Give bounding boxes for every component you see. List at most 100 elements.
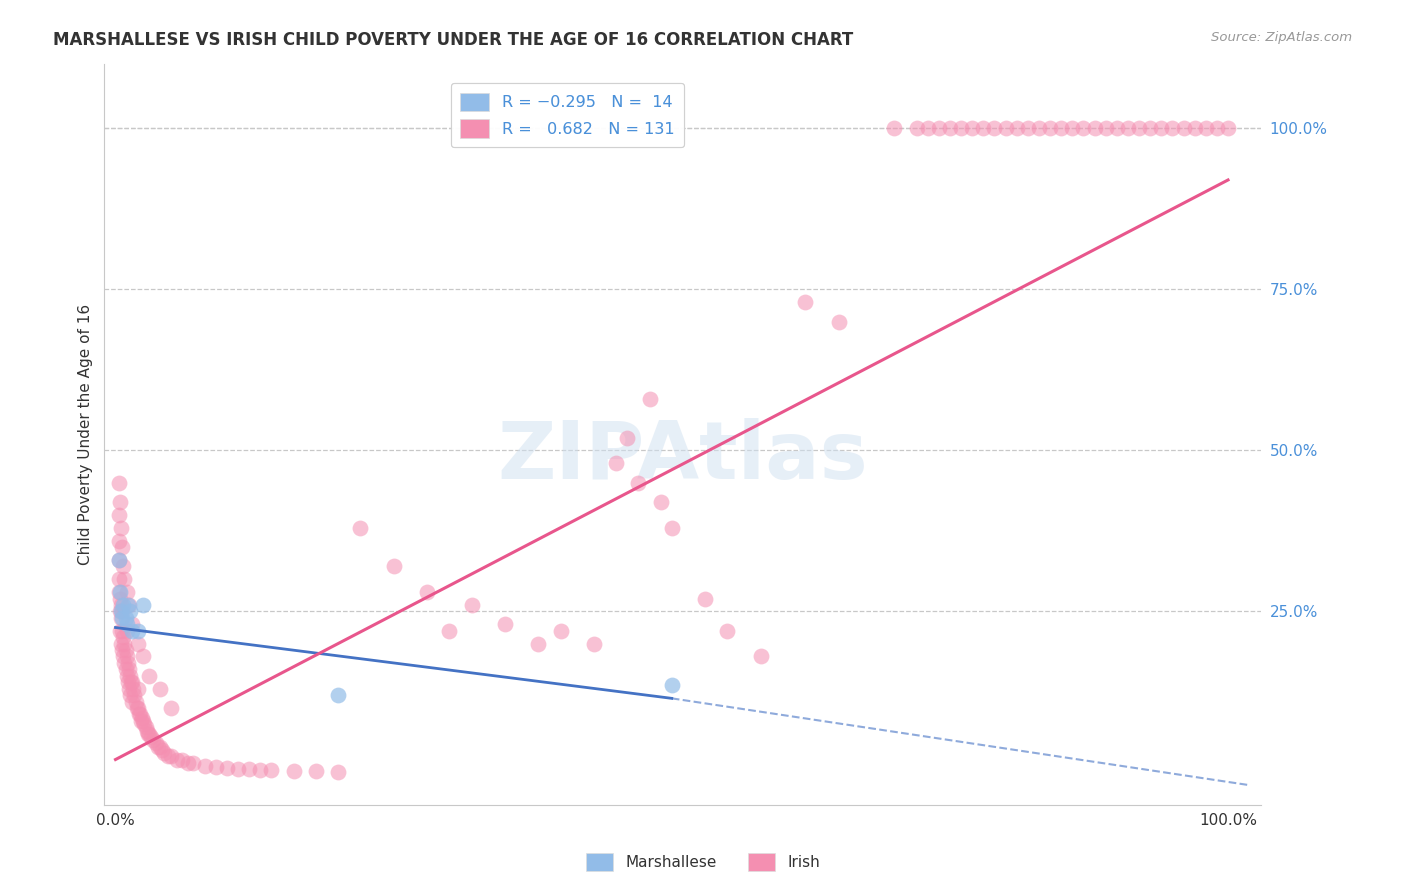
Text: Source: ZipAtlas.com: Source: ZipAtlas.com	[1212, 31, 1353, 45]
Point	[794, 295, 817, 310]
Point	[112, 630, 135, 644]
Point	[1128, 121, 1150, 136]
Point	[118, 688, 141, 702]
Point	[131, 711, 153, 725]
Point	[183, 756, 205, 770]
Point	[638, 392, 661, 406]
Legend: Marshallese, Irish: Marshallese, Irish	[579, 847, 827, 877]
Point	[115, 585, 138, 599]
Point	[129, 714, 152, 728]
Point	[616, 431, 638, 445]
Point	[112, 598, 135, 612]
Point	[416, 585, 439, 599]
Point	[627, 475, 650, 490]
Point	[156, 749, 179, 764]
Point	[111, 540, 134, 554]
Point	[110, 604, 132, 618]
Point	[138, 727, 160, 741]
Point	[121, 624, 143, 638]
Point	[283, 764, 305, 778]
Point	[1150, 121, 1173, 136]
Point	[460, 598, 482, 612]
Point	[114, 643, 136, 657]
Point	[260, 764, 283, 778]
Point	[1039, 121, 1062, 136]
Point	[127, 681, 149, 696]
Point	[582, 637, 605, 651]
Point	[238, 762, 260, 776]
Point	[1206, 121, 1229, 136]
Point	[661, 521, 683, 535]
Point	[121, 675, 143, 690]
Point	[1083, 121, 1105, 136]
Point	[108, 475, 131, 490]
Point	[177, 756, 200, 770]
Point	[142, 733, 165, 747]
Point	[114, 611, 136, 625]
Point	[249, 763, 271, 777]
Point	[111, 624, 134, 638]
Point	[1062, 121, 1084, 136]
Point	[983, 121, 1005, 136]
Point	[326, 764, 349, 779]
Point	[149, 681, 172, 696]
Point	[108, 624, 131, 638]
Point	[117, 656, 139, 670]
Point	[135, 720, 157, 734]
Point	[108, 553, 131, 567]
Point	[117, 598, 139, 612]
Point	[112, 649, 135, 664]
Point	[114, 662, 136, 676]
Point	[118, 604, 141, 618]
Point	[124, 688, 146, 702]
Point	[127, 701, 149, 715]
Point	[108, 495, 131, 509]
Point	[145, 736, 167, 750]
Point	[115, 617, 138, 632]
Point	[115, 649, 138, 664]
Point	[108, 572, 131, 586]
Point	[111, 643, 134, 657]
Point	[110, 598, 132, 612]
Point	[193, 759, 215, 773]
Point	[494, 617, 516, 632]
Point	[749, 649, 772, 664]
Text: MARSHALLESE VS IRISH CHILD POVERTY UNDER THE AGE OF 16 CORRELATION CHART: MARSHALLESE VS IRISH CHILD POVERTY UNDER…	[53, 31, 853, 49]
Point	[160, 701, 183, 715]
Point	[149, 739, 172, 754]
Point	[326, 688, 349, 702]
Point	[111, 604, 134, 618]
Point	[160, 749, 183, 764]
Point	[1116, 121, 1139, 136]
Point	[1195, 121, 1218, 136]
Point	[122, 681, 145, 696]
Point	[950, 121, 973, 136]
Point	[118, 598, 141, 612]
Point	[550, 624, 572, 638]
Point	[112, 656, 135, 670]
Legend: R = −0.295   N =  14, R =   0.682   N = 131: R = −0.295 N = 14, R = 0.682 N = 131	[450, 83, 683, 147]
Point	[132, 598, 155, 612]
Point	[204, 760, 226, 774]
Point	[127, 624, 149, 638]
Point	[121, 695, 143, 709]
Point	[132, 714, 155, 728]
Point	[115, 669, 138, 683]
Y-axis label: Child Poverty Under the Age of 16: Child Poverty Under the Age of 16	[79, 304, 93, 565]
Point	[226, 762, 249, 776]
Point	[112, 572, 135, 586]
Point	[305, 764, 328, 778]
Point	[905, 121, 928, 136]
Point	[124, 695, 146, 709]
Point	[108, 553, 131, 567]
Point	[1050, 121, 1073, 136]
Point	[121, 617, 143, 632]
Point	[115, 624, 138, 638]
Point	[1017, 121, 1039, 136]
Point	[439, 624, 461, 638]
Point	[108, 604, 131, 618]
Point	[108, 591, 131, 606]
Point	[134, 717, 156, 731]
Point	[1184, 121, 1206, 136]
Point	[108, 585, 131, 599]
